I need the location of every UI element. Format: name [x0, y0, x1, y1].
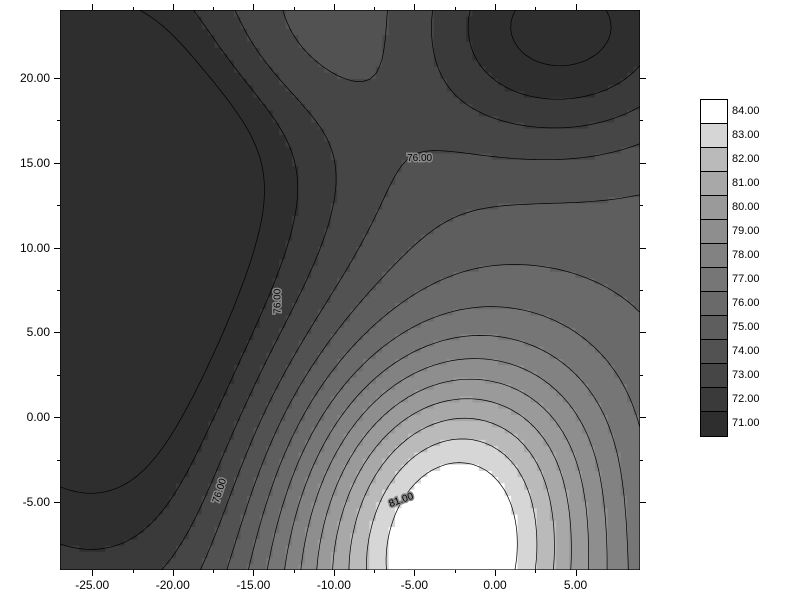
- legend-swatch: [700, 363, 728, 389]
- legend-swatch: [700, 291, 728, 317]
- axis-tick: [374, 570, 375, 573]
- axis-tick: [253, 570, 254, 576]
- axis-tick: [495, 4, 496, 10]
- legend-label: 82.00: [732, 153, 760, 165]
- axis-label: -25.00: [75, 578, 109, 592]
- axis-tick: [640, 205, 643, 206]
- axis-tick: [253, 4, 254, 10]
- axis-label: -5.00: [23, 495, 50, 509]
- axis-label: -15.00: [236, 578, 270, 592]
- axis-label: 15.00: [20, 156, 50, 170]
- legend-label: 81.00: [732, 177, 760, 189]
- axis-tick: [535, 7, 536, 10]
- axis-tick: [640, 332, 646, 333]
- legend-swatch: [700, 339, 728, 365]
- axis-tick: [133, 570, 134, 573]
- axis-tick: [640, 248, 646, 249]
- axis-tick: [213, 570, 214, 573]
- axis-tick: [54, 502, 60, 503]
- axis-tick: [640, 460, 643, 461]
- axis-tick: [455, 570, 456, 573]
- legend-swatch: [700, 195, 728, 221]
- legend-label: 83.00: [732, 129, 760, 141]
- legend-swatch: [700, 315, 728, 341]
- axis-tick: [576, 570, 577, 576]
- legend-swatch: [700, 147, 728, 173]
- axis-tick: [640, 417, 646, 418]
- legend-swatch: [700, 411, 728, 437]
- axis-tick: [54, 78, 60, 79]
- axis-tick: [455, 7, 456, 10]
- axis-tick: [54, 248, 60, 249]
- axis-tick: [640, 290, 643, 291]
- legend-label: 71.00: [732, 417, 760, 429]
- axis-tick: [414, 570, 415, 576]
- legend-label: 74.00: [732, 345, 760, 357]
- axis-tick: [57, 375, 60, 376]
- axis-tick: [57, 290, 60, 291]
- legend-label: 78.00: [732, 249, 760, 261]
- axis-label: 5.00: [564, 578, 587, 592]
- legend-label: 73.00: [732, 369, 760, 381]
- axis-tick: [294, 7, 295, 10]
- legend-swatch: [700, 123, 728, 149]
- legend-label: 76.00: [732, 297, 760, 309]
- axis-tick: [640, 120, 643, 121]
- legend-swatch: [700, 243, 728, 269]
- axis-tick: [92, 4, 93, 10]
- axis-tick: [173, 4, 174, 10]
- axis-label: 0.00: [483, 578, 506, 592]
- axis-tick: [334, 570, 335, 576]
- legend-label: 75.00: [732, 321, 760, 333]
- legend-swatch: [700, 171, 728, 197]
- axis-tick: [213, 7, 214, 10]
- axis-label: -10.00: [317, 578, 351, 592]
- axis-label: 0.00: [27, 410, 50, 424]
- axis-tick: [57, 120, 60, 121]
- axis-tick: [54, 417, 60, 418]
- axis-label: -5.00: [401, 578, 428, 592]
- legend-label: 79.00: [732, 225, 760, 237]
- axis-tick: [294, 570, 295, 573]
- axis-tick: [576, 4, 577, 10]
- legend-swatch: [700, 387, 728, 413]
- axis-label: -20.00: [156, 578, 190, 592]
- axis-tick: [414, 4, 415, 10]
- legend-swatch: [700, 219, 728, 245]
- contour-svg: 76.0076.0076.0076.0076.0076.0081.0081.00: [60, 10, 640, 570]
- axis-tick: [92, 570, 93, 576]
- legend-label: 72.00: [732, 393, 760, 405]
- axis-tick: [133, 7, 134, 10]
- legend-label: 77.00: [732, 273, 760, 285]
- contour-plot: 76.0076.0076.0076.0076.0076.0081.0081.00: [60, 10, 640, 570]
- axis-label: 10.00: [20, 241, 50, 255]
- axis-tick: [54, 332, 60, 333]
- axis-tick: [54, 163, 60, 164]
- axis-tick: [495, 570, 496, 576]
- axis-label: 20.00: [20, 71, 50, 85]
- axis-tick: [57, 460, 60, 461]
- axis-tick: [640, 163, 646, 164]
- axis-label: 5.00: [27, 325, 50, 339]
- axis-tick: [640, 78, 646, 79]
- axis-tick: [535, 570, 536, 573]
- legend-swatch: [700, 99, 728, 125]
- chart-container: 76.0076.0076.0076.0076.0076.0081.0081.00…: [0, 0, 800, 600]
- axis-tick: [173, 570, 174, 576]
- axis-tick: [57, 205, 60, 206]
- legend-label: 80.00: [732, 201, 760, 213]
- axis-tick: [374, 7, 375, 10]
- legend-swatch: [700, 267, 728, 293]
- axis-tick: [334, 4, 335, 10]
- axis-tick: [640, 375, 643, 376]
- legend-label: 84.00: [732, 105, 760, 117]
- axis-tick: [640, 502, 646, 503]
